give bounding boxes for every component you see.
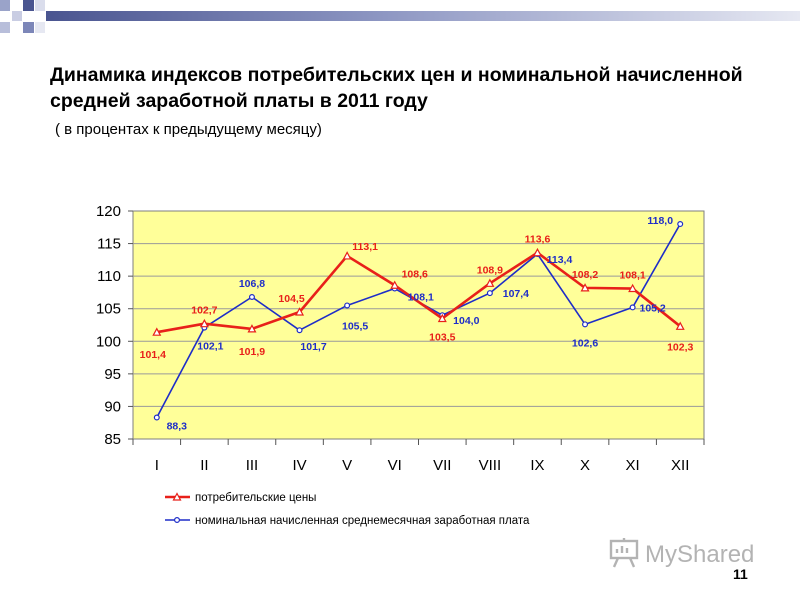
data-label-wage: 113,4 xyxy=(547,254,573,266)
data-label-wage: 108,1 xyxy=(408,292,434,304)
data-label-wage: 104,0 xyxy=(453,315,479,327)
data-point-cpi xyxy=(199,318,209,328)
data-label-wage: 102,1 xyxy=(197,341,223,353)
data-label-cpi: 104,5 xyxy=(278,293,304,305)
y-tick-label: 85 xyxy=(104,431,121,448)
data-point-wage xyxy=(677,221,684,228)
data-label-cpi: 102,3 xyxy=(667,341,693,353)
deco-square-5 xyxy=(23,22,34,33)
y-tick-label: 105 xyxy=(96,301,121,318)
x-tick-label: X xyxy=(580,457,590,474)
x-tick-label: XI xyxy=(626,457,640,474)
data-label-wage: 105,2 xyxy=(639,302,665,314)
data-label-cpi: 108,2 xyxy=(572,269,598,281)
data-label-wage: 101,7 xyxy=(300,341,326,353)
x-tick-label: V xyxy=(342,457,352,474)
presentation-board-icon xyxy=(609,538,639,568)
data-point-wage xyxy=(296,327,303,334)
deco-header-bar xyxy=(46,11,800,21)
data-point-cpi xyxy=(437,313,447,323)
y-tick-label: 100 xyxy=(96,333,121,350)
legend-label: номинальная начисленная среднемесячная з… xyxy=(195,515,530,527)
page-number: 11 xyxy=(733,566,748,582)
deco-square-2 xyxy=(23,0,34,11)
data-point-wage xyxy=(582,321,589,328)
page-subtitle: ( в процентах к предыдущему месяцу) xyxy=(55,121,322,138)
data-label-cpi: 108,6 xyxy=(402,268,428,280)
y-tick-label: 110 xyxy=(97,268,121,285)
data-label-cpi: 101,9 xyxy=(239,346,265,358)
data-point-cpi xyxy=(675,321,685,330)
x-tick-label: II xyxy=(200,457,208,474)
data-point-cpi xyxy=(247,324,257,333)
x-tick-label: VI xyxy=(388,457,402,474)
data-point-cpi xyxy=(532,247,542,257)
data-label-wage: 102,6 xyxy=(572,337,598,349)
data-point-wage xyxy=(344,302,351,309)
data-label-wage: 105,5 xyxy=(342,320,368,332)
y-tick-label: 90 xyxy=(104,398,121,415)
x-tick-label: III xyxy=(246,457,259,474)
series-line-cpi xyxy=(156,251,682,334)
deco-square-6 xyxy=(35,0,45,11)
data-label-wage: 118,0 xyxy=(647,215,673,227)
data-point-cpi xyxy=(342,251,352,260)
legend-marker xyxy=(172,492,182,501)
data-label-cpi: 113,1 xyxy=(352,241,378,253)
data-label-cpi: 101,4 xyxy=(140,349,166,361)
data-label-cpi: 108,1 xyxy=(619,270,645,282)
y-tick-label: 115 xyxy=(97,236,121,253)
deco-square-7 xyxy=(35,22,45,33)
y-tick-label: 95 xyxy=(104,366,121,383)
data-label-wage: 88,3 xyxy=(167,421,188,433)
x-tick-label: XII xyxy=(671,457,689,474)
data-point-wage xyxy=(248,293,255,300)
deco-square-1 xyxy=(0,0,10,11)
data-point-cpi xyxy=(152,327,162,336)
data-label-cpi: 113,6 xyxy=(525,234,551,246)
x-tick-label: IV xyxy=(292,457,306,474)
y-tick-label: 120 xyxy=(96,203,121,220)
data-point-cpi xyxy=(390,280,400,289)
data-point-cpi xyxy=(295,307,305,316)
page-title: Динамика индексов потребительских цен и … xyxy=(50,64,743,112)
data-point-wage xyxy=(486,290,493,297)
data-label-wage: 106,8 xyxy=(239,278,265,290)
data-label-cpi: 103,5 xyxy=(429,331,455,343)
deco-square-4 xyxy=(12,11,22,21)
plot-area xyxy=(132,210,705,440)
x-tick-label: VII xyxy=(433,457,451,474)
legend-label: потребительские цены xyxy=(195,492,316,504)
data-point-cpi xyxy=(485,278,495,287)
data-point-cpi xyxy=(628,283,638,293)
data-label-cpi: 102,7 xyxy=(191,305,217,317)
legend-marker xyxy=(174,516,181,523)
data-point-wage xyxy=(629,304,636,311)
deco-square-3 xyxy=(0,22,10,33)
data-label-cpi: 108,9 xyxy=(477,264,503,276)
data-label-wage: 107,4 xyxy=(503,288,529,300)
x-tick-label: I xyxy=(155,457,159,474)
data-point-wage xyxy=(153,414,160,421)
watermark-text: MyShared xyxy=(645,541,754,568)
x-tick-label: IX xyxy=(530,457,544,474)
watermark: MyShared xyxy=(608,536,758,575)
x-tick-label: VIII xyxy=(479,457,502,474)
data-point-cpi xyxy=(580,283,590,292)
